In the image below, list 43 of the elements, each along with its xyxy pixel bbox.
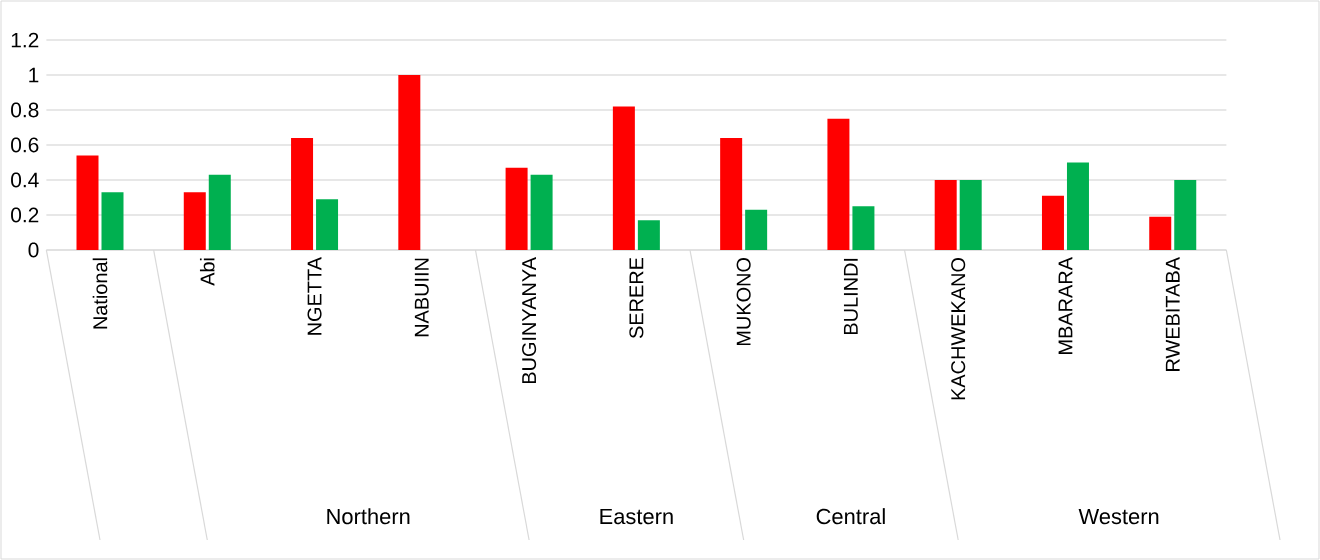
x-tick-label: SERERE [629,257,644,339]
bar [398,75,421,250]
x-tick-label: KACHWEKANO [951,257,966,400]
y-tick-label: 1 [29,67,39,83]
y-tick-label: 0 [28,242,39,258]
bar [505,167,528,250]
bar [530,174,553,250]
bar [1041,195,1064,250]
bar [208,174,231,250]
bar [291,138,314,250]
x-tick-label: NABUIIN [414,258,429,337]
bar [76,155,99,250]
bar [316,199,339,250]
bar [934,180,957,250]
y-tick-label: 0.2 [11,207,39,223]
bar [1066,162,1089,250]
text: Central [816,508,885,525]
bar [101,192,124,250]
x-tick-label: BUGINYANYA [522,257,537,384]
x-tick-label: RWEBITABA [1165,257,1180,371]
bar [720,138,743,250]
bar [1174,180,1197,250]
x-tick-label: MBARARA [1058,257,1073,354]
bar [637,220,660,250]
y-tick-label: 0.6 [11,137,39,153]
x-tick-label: MUKONO [736,257,751,346]
x-tick-label: BULINDI [843,258,858,335]
y-tick-label: 1.2 [11,32,39,48]
x-tick-label: National [92,258,108,329]
text: Eastern [600,508,673,525]
y-tick-label: 0.8 [11,102,39,118]
y-tick-label: 0.4 [11,172,39,188]
text: Northern [327,508,410,525]
bar [852,206,875,250]
bar [1149,216,1172,250]
bar [745,209,768,250]
x-tick-label: NGETTA [307,257,322,335]
x-tick-label: Abi [199,258,215,286]
bar [827,118,850,250]
bar [612,106,635,250]
text: Western [1078,508,1159,525]
bar [959,180,982,250]
bar [183,192,206,250]
